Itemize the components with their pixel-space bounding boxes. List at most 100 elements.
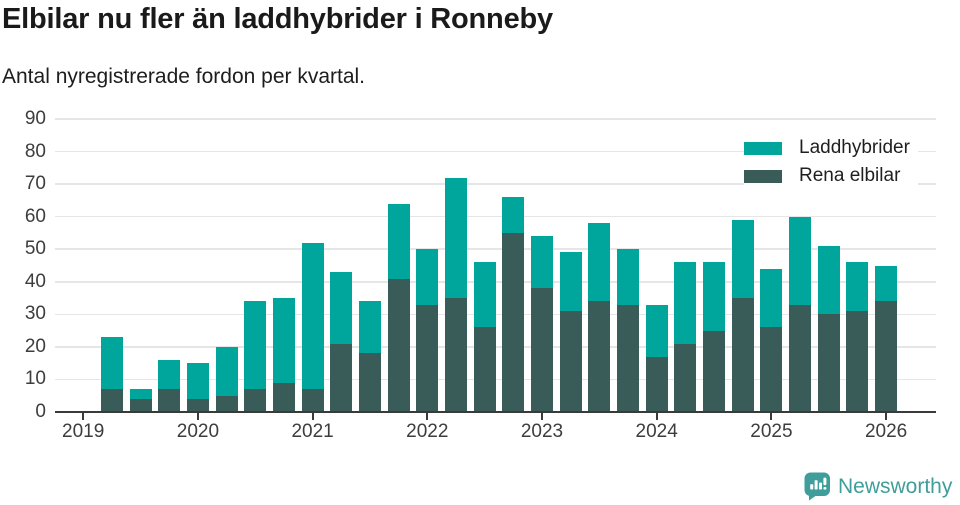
bar-2022-q2-rena-elbilar — [444, 298, 467, 412]
x-axis-tick-label-2025: 2025 — [750, 421, 793, 442]
bar-2022-q1-rena-elbilar — [416, 304, 439, 412]
y-axis-tick-label-80: 80 — [24, 140, 46, 162]
x-axis-tick-2023 — [541, 413, 543, 420]
y-axis-tick-label-60: 60 — [24, 205, 46, 227]
x-axis-tick-label-2019: 2019 — [62, 421, 105, 442]
legend-swatch-laddhybrider — [744, 141, 782, 155]
bar-2020-q1-laddhybrider — [186, 363, 209, 399]
bar-2024-q2-laddhybrider — [674, 262, 697, 344]
legend-item-laddhybrider: Laddhybrider — [744, 134, 918, 162]
bar-2024-q3-laddhybrider — [703, 262, 726, 331]
bar-2020-q1-rena-elbilar — [186, 398, 209, 412]
x-axis-tick-label-2026: 2026 — [864, 421, 908, 442]
bar-2025-q1-rena-elbilar — [760, 327, 783, 412]
bar-2022-q4-laddhybrider — [502, 197, 525, 233]
bar-2024-q2-rena-elbilar — [674, 343, 697, 412]
x-axis-tick-label-2024: 2024 — [635, 421, 678, 442]
legend: Laddhybrider Rena elbilar — [744, 134, 918, 190]
y-axis-tick-label-90: 90 — [24, 108, 46, 129]
bar-2021-q1-laddhybrider — [301, 242, 324, 390]
bar-2023-q4-laddhybrider — [617, 249, 640, 305]
bar-2025-q1-laddhybrider — [760, 268, 783, 328]
x-axis-tick-2019 — [82, 413, 85, 420]
legend-swatch-rena-elbilar — [744, 169, 782, 183]
bar-2021-q2-rena-elbilar — [330, 343, 353, 412]
bar-2021-q3-laddhybrider — [358, 301, 381, 354]
chart-subtitle: Antal nyregistrerade fordon per kvartal. — [2, 65, 366, 88]
bar-2022-q2-laddhybrider — [444, 177, 467, 299]
gridline-y-90 — [55, 118, 936, 120]
x-axis-tick-2022 — [426, 413, 429, 420]
newsworthy-logo-icon — [804, 472, 830, 501]
x-axis-tick-label-2023: 2023 — [520, 421, 564, 442]
bar-2020-q4-rena-elbilar — [272, 382, 295, 412]
y-axis-tick-label-10: 10 — [24, 368, 46, 390]
bar-2024-q1-rena-elbilar — [645, 356, 668, 412]
bar-2023-q2-rena-elbilar — [559, 311, 582, 412]
bar-2021-q1-rena-elbilar — [301, 389, 324, 412]
bar-2023-q2-laddhybrider — [559, 252, 582, 312]
x-axis-tick-2024 — [655, 413, 658, 420]
gridline-y-70 — [55, 183, 936, 185]
bar-2020-q2-laddhybrider — [215, 346, 238, 396]
gridline-y-60 — [55, 215, 936, 218]
bar-2023-q1-laddhybrider — [531, 236, 553, 289]
bar-2020-q3-rena-elbilar — [244, 389, 267, 412]
chart-title: Elbilar nu fler än laddhybrider i Ronneb… — [2, 3, 553, 35]
bar-2019-q3-rena-elbilar — [129, 398, 152, 412]
bar-2020-q2-rena-elbilar — [215, 395, 238, 412]
bar-2022-q1-laddhybrider — [416, 249, 439, 305]
y-axis-tick-label-20: 20 — [24, 335, 46, 357]
x-axis-tick-label-2020: 2020 — [176, 421, 220, 442]
bar-2025-q3-laddhybrider — [817, 245, 840, 315]
y-axis-tick-label-50: 50 — [24, 238, 46, 260]
bar-2019-q2-rena-elbilar — [100, 389, 123, 412]
y-axis-tick-label-0: 0 — [35, 401, 46, 422]
bar-2019-q2-laddhybrider — [100, 337, 123, 390]
x-axis-tick-2021 — [311, 413, 314, 420]
bar-2025-q4-laddhybrider — [846, 262, 869, 312]
legend-label-laddhybrider: Laddhybrider — [799, 137, 910, 158]
y-axis-tick-label-70: 70 — [24, 173, 46, 195]
y-axis-tick-label-30: 30 — [24, 303, 46, 325]
bar-2022-q3-laddhybrider — [473, 262, 496, 328]
bar-2025-q2-rena-elbilar — [789, 304, 812, 412]
bar-2021-q4-laddhybrider — [387, 203, 410, 279]
bar-2022-q3-rena-elbilar — [473, 327, 496, 412]
bar-2020-q4-laddhybrider — [272, 298, 295, 383]
bar-2026-q1-rena-elbilar — [875, 301, 898, 412]
y-axis-tick-label-40: 40 — [24, 270, 46, 292]
legend-item-rena-elbilar: Rena elbilar — [744, 162, 918, 190]
bar-2024-q4-rena-elbilar — [731, 298, 754, 412]
bar-2024-q1-laddhybrider — [645, 304, 668, 357]
bar-2019-q3-laddhybrider — [129, 389, 152, 399]
x-axis-tick-label-2022: 2022 — [406, 421, 449, 442]
bar-2025-q2-laddhybrider — [789, 216, 812, 305]
bar-2026-q1-laddhybrider — [875, 265, 898, 302]
x-axis-tick-2025 — [770, 413, 773, 420]
bar-2023-q1-rena-elbilar — [531, 288, 553, 412]
bar-2019-q4-rena-elbilar — [158, 389, 181, 412]
gridline-y-80 — [55, 150, 936, 153]
bar-2023-q3-rena-elbilar — [588, 301, 611, 412]
bar-2022-q4-rena-elbilar — [502, 232, 525, 412]
bar-2025-q4-rena-elbilar — [846, 311, 869, 412]
newsworthy-logo: Newsworthy — [804, 472, 952, 501]
bar-2024-q4-laddhybrider — [731, 219, 754, 299]
bar-2023-q3-laddhybrider — [588, 223, 611, 302]
bar-2019-q4-laddhybrider — [158, 359, 181, 390]
bar-2025-q3-rena-elbilar — [817, 314, 840, 412]
x-axis-tick-2020 — [196, 413, 199, 420]
legend-label-rena-elbilar: Rena elbilar — [799, 165, 901, 186]
gridline-y-50 — [55, 248, 936, 250]
bar-2021-q2-laddhybrider — [330, 272, 353, 344]
x-axis-tick-label-2021: 2021 — [291, 421, 334, 442]
x-axis-line — [55, 411, 936, 414]
bar-2024-q3-rena-elbilar — [703, 330, 726, 412]
plot-area: 0 10 20 30 40 50 60 70 80 90 2019 2020 2021 2022 2023 2… — [24, 108, 936, 442]
bar-2021-q3-rena-elbilar — [358, 353, 381, 412]
x-axis-tick-2026 — [885, 413, 888, 420]
bar-2020-q3-laddhybrider — [244, 301, 267, 390]
newsworthy-logo-text: Newsworthy — [838, 474, 953, 498]
